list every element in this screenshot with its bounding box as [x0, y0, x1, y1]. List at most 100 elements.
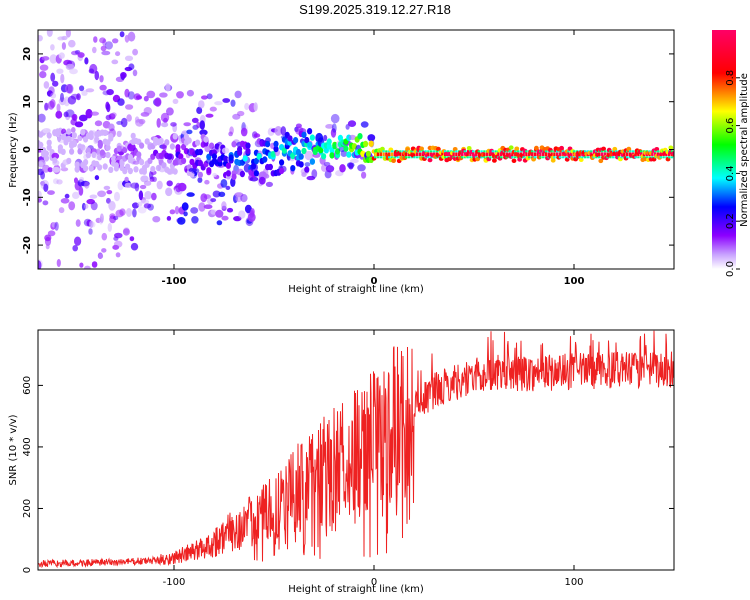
spectrogram-noise-cell — [79, 176, 85, 183]
spectrogram-signal-cell — [253, 157, 259, 165]
spectrogram-noise-cell — [204, 179, 210, 185]
spectrogram-core-cell — [466, 152, 469, 157]
spectrogram-signal-cell — [97, 164, 103, 171]
spectrogram-noise-cell — [38, 190, 42, 199]
spectrogram-core-cell — [617, 152, 620, 157]
spectrogram-signal-cell — [206, 167, 212, 174]
spectrogram-signal-cell — [466, 146, 472, 151]
spectrogram-noise-cell — [348, 162, 354, 170]
spectrogram-signal-cell — [273, 145, 279, 153]
spectrogram-core-cell — [404, 152, 408, 157]
spectrogram-core-cell — [376, 152, 380, 157]
spectrogram-signal-cell — [181, 157, 187, 165]
spectrogram-edge-cell — [564, 156, 567, 159]
spectrogram-edge-cell — [399, 150, 402, 153]
spectrogram-signal-cell — [197, 171, 203, 179]
spectrogram-signal-cell — [570, 149, 576, 154]
spectrogram-noise-cell — [52, 166, 61, 173]
spectrogram-noise-cell — [140, 199, 150, 205]
spectrogram-noise-cell — [367, 134, 376, 142]
spectrogram-signal-cell — [295, 148, 301, 156]
spectrogram-noise-cell — [240, 127, 248, 137]
spectrogram-signal-cell — [231, 141, 237, 148]
colorbar-label: Normalized spectral amplitude — [739, 73, 750, 227]
spectrogram-edge-cell — [645, 150, 648, 153]
spectrogram-signal-cell — [113, 162, 119, 169]
spectrogram-core-cell — [486, 152, 489, 157]
spectrogram-signal-cell — [80, 144, 86, 151]
spectrogram-core-cell — [626, 152, 629, 157]
spectrogram-edge-cell — [522, 156, 525, 159]
spectrogram-signal-cell — [119, 160, 125, 167]
spectrogram-noise-cell — [60, 198, 70, 204]
spectrogram-signal-cell — [511, 158, 517, 163]
spectrogram-noise-cell — [85, 108, 93, 119]
spectrogram-noise-cell — [253, 102, 258, 112]
spectrogram-edge-cell — [656, 150, 660, 153]
spectrogram-noise-cell — [191, 167, 200, 174]
spectrogram-signal-cell — [125, 163, 131, 170]
spectrogram-signal-cell — [654, 147, 660, 152]
spectrogram-edge-cell — [614, 150, 618, 153]
spectrogram-noise-cell — [101, 248, 107, 253]
spectrogram-noise-cell — [99, 213, 104, 223]
spectrogram-edge-cell — [410, 150, 413, 153]
spectrogram-noise-cell — [154, 97, 162, 107]
spectrogram-signal-cell — [536, 155, 542, 160]
spectrogram-edge-cell — [494, 150, 497, 153]
spectrogram-noise-cell — [132, 69, 138, 77]
spectrogram-noise-cell — [215, 209, 224, 218]
spectrogram-signal-cell — [335, 148, 341, 155]
spectrogram-edge-cell — [612, 156, 615, 159]
spectrogram-signal-cell — [279, 159, 285, 166]
spectrogram-signal-cell — [186, 137, 192, 144]
spectrogram-signal-cell — [309, 158, 315, 165]
spectrogram-core-cell — [564, 152, 567, 157]
spectrogram-noise-cell — [138, 190, 144, 201]
spectrogram-edge-cell — [418, 150, 422, 153]
spectrogram-edge-cell — [416, 156, 419, 159]
spectrogram-noise-cell — [112, 244, 120, 250]
spectrogram-edge-cell — [648, 156, 651, 159]
spectrogram-signal-cell — [102, 129, 108, 136]
spectrogram-edge-cell — [421, 150, 424, 153]
spectrogram-edge-cell — [435, 156, 438, 159]
spectrogram-signal-cell — [304, 136, 310, 144]
spectrogram-signal-cell — [38, 141, 44, 149]
spectrogram-noise-cell — [49, 54, 58, 64]
spectrogram-signal-cell — [127, 167, 133, 175]
spectrogram-core-cell — [637, 152, 640, 157]
spectrogram-edge-cell — [606, 156, 609, 159]
spectrogram-xtick-label: 100 — [564, 276, 585, 287]
spectrogram-core-cell — [544, 152, 548, 157]
spectrogram-edge-cell — [514, 150, 517, 153]
spectrogram-edge-cell — [567, 150, 570, 153]
spectrogram-noise-cell — [50, 92, 57, 99]
spectrogram-signal-cell — [136, 151, 142, 158]
spectrogram-noise-cell — [151, 192, 157, 201]
spectrogram-noise-cell — [50, 72, 56, 82]
spectrogram-noise-cell — [222, 98, 231, 103]
spectrogram-noise-cell — [39, 64, 49, 71]
spectrogram-core-cell — [542, 152, 545, 157]
spectrogram-signal-cell — [88, 130, 94, 137]
spectrogram-signal-cell — [74, 161, 80, 168]
spectrogram-noise-cell — [205, 113, 214, 118]
spectrogram-noise-cell — [330, 113, 340, 124]
spectrogram-noise-cell — [235, 195, 243, 203]
spectrogram-edge-cell — [654, 150, 657, 153]
spectrogram-signal-cell — [436, 146, 441, 152]
spectrogram-noise-cell — [45, 244, 50, 250]
spectrogram-noise-cell — [226, 207, 234, 213]
spectrogram-noise-cell — [78, 114, 88, 122]
spectrogram-xtick-label: -100 — [161, 276, 186, 287]
spectrogram-signal-cell — [197, 148, 203, 156]
spectrogram-noise-cell — [40, 171, 45, 180]
spectrogram-noise-cell — [111, 59, 119, 65]
spectrogram-noise-cell — [88, 228, 93, 235]
spectrogram-edge-cell — [550, 150, 553, 153]
spectrogram-signal-cell — [346, 151, 352, 158]
spectrogram-signal-cell — [214, 143, 220, 150]
spectrogram-noise-cell — [103, 185, 111, 190]
spectrogram-edge-cell — [637, 156, 640, 159]
